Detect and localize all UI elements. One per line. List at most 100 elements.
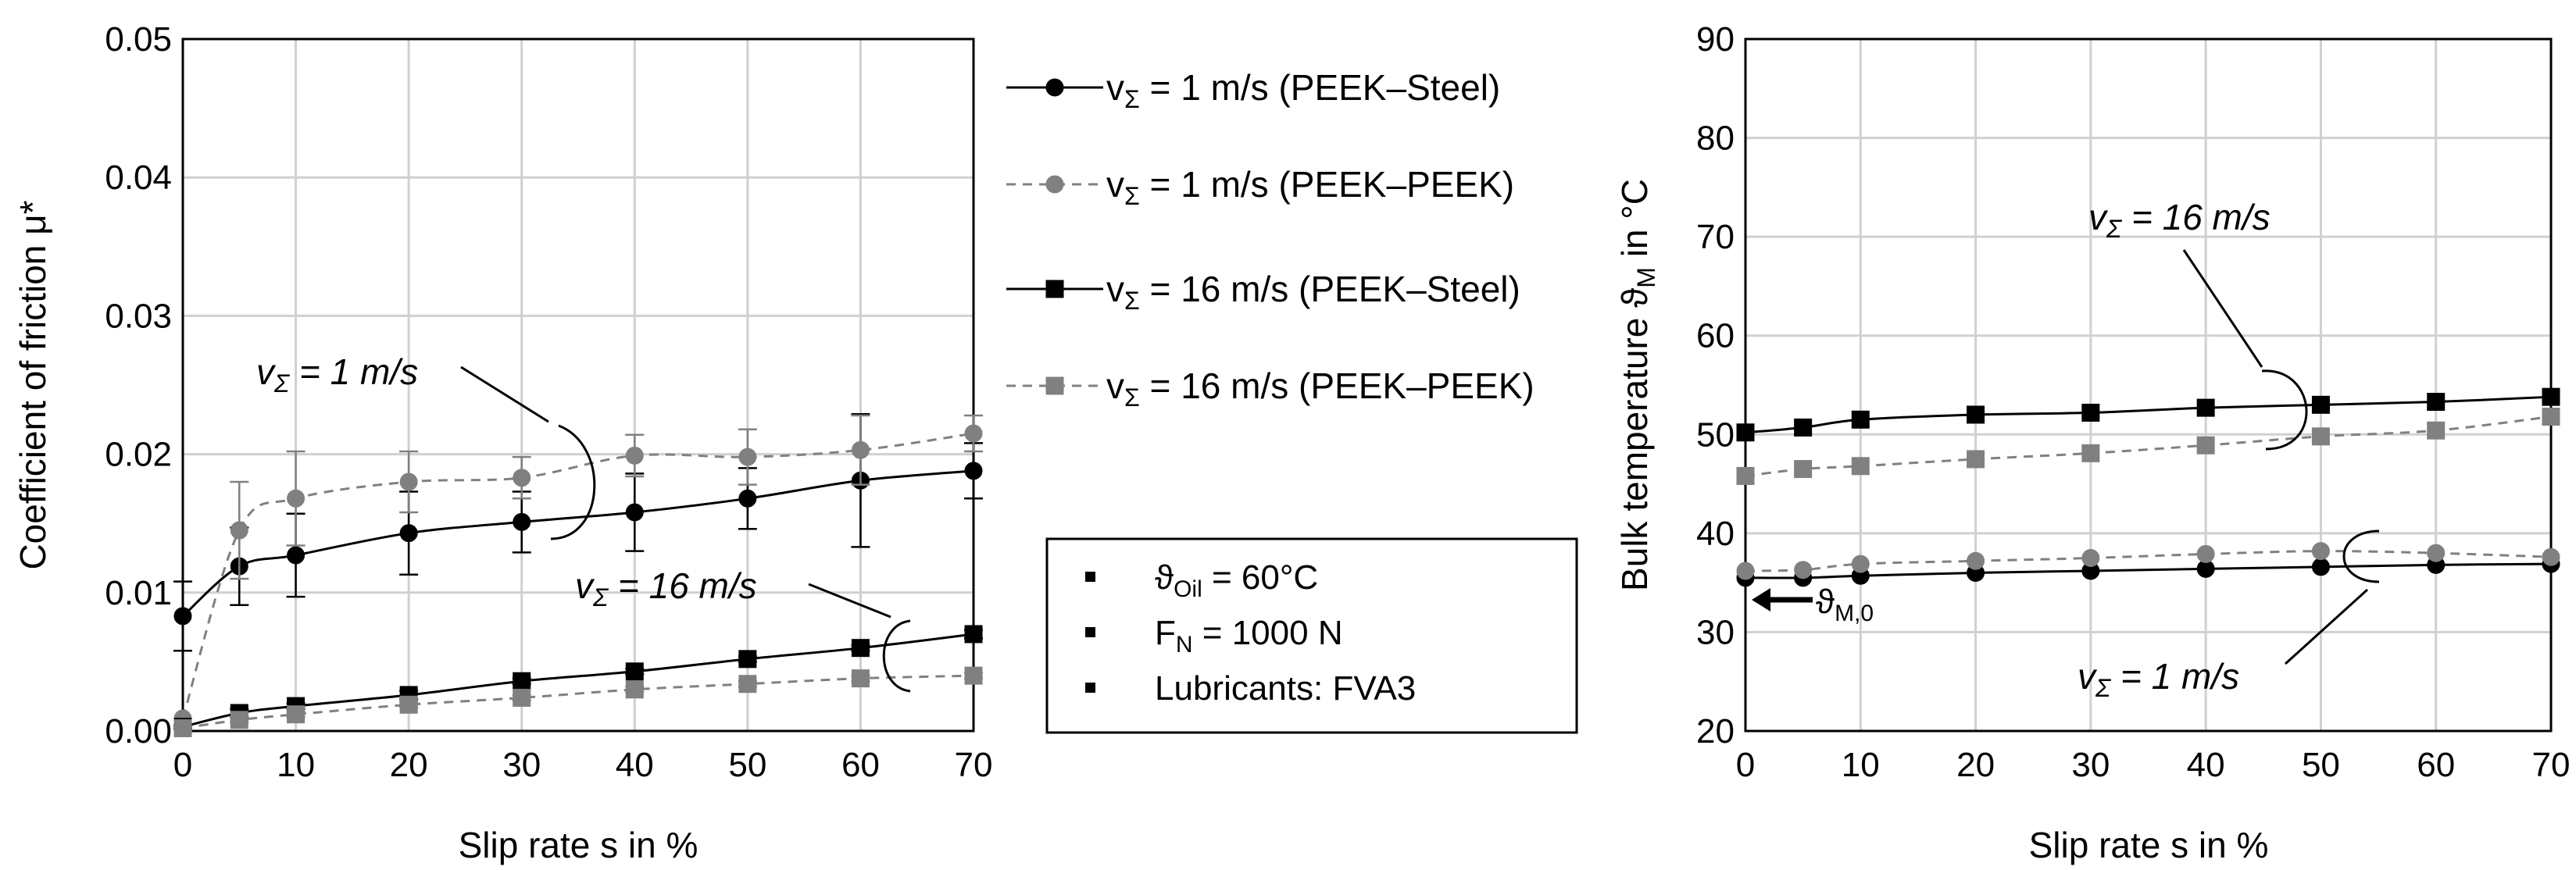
temperature-data-point (2542, 387, 2560, 406)
temperature-data-point (1967, 405, 1985, 424)
left-arrow-icon (1752, 588, 1770, 611)
temperature-plot-frame (1744, 37, 2553, 733)
theta0-label: ϑM,0 (1816, 583, 1874, 626)
friction-y-tick-label: 0.04 (105, 159, 172, 197)
temperature-chart: 0 10 20 30 40 50 60 70 20 30 40 50 60 70 80 90 Slip rat… (1614, 20, 2570, 865)
temperature-series-1 (1736, 542, 2560, 580)
temperature-data-point (1967, 450, 1985, 469)
friction-data-point (513, 688, 531, 707)
temperature-x-tick-label: 70 (2532, 746, 2571, 784)
friction-y-tick-label: 0.03 (105, 297, 172, 335)
temperature-x-tick-label: 10 (1842, 746, 1880, 784)
friction-data-point (738, 675, 757, 694)
friction-annotation-1ms-leader (460, 365, 549, 423)
temperature-annotation-1ms: vΣ = 1 m/s (2078, 656, 2239, 702)
friction-chart: 0 10 20 30 40 50 60 700.000.010.020.030.040.05 … (13, 20, 992, 865)
condition-normal-force: FN = 1000 N (1155, 614, 1343, 658)
friction-data-point (399, 524, 418, 543)
temperature-data-point (2196, 436, 2215, 455)
friction-plot-area (183, 39, 974, 731)
friction-data-point (399, 472, 418, 491)
legend-swatch-marker (1045, 78, 1064, 97)
friction-data-point (513, 469, 531, 487)
legend-label: vΣ = 16 m/s (PEEK–Steel) (1106, 269, 1520, 315)
friction-annotation-16ms-leader (808, 583, 891, 619)
temperature-data-point (2311, 542, 2330, 561)
temperature-y-tick-label: 70 (1696, 218, 1735, 256)
friction-data-point (851, 639, 870, 658)
friction-x-tick-label: 10 (277, 746, 315, 784)
temperature-data-point (2542, 547, 2560, 566)
temperature-data-point (1736, 466, 1755, 485)
temperature-x-tick-label: 60 (2417, 746, 2455, 784)
friction-plot-frame (181, 37, 975, 733)
friction-data-point (964, 625, 983, 644)
temperature-data-point (2196, 544, 2215, 563)
temperature-data-point (1967, 551, 1985, 570)
friction-data-point (513, 512, 531, 531)
temperature-data-point (2427, 544, 2446, 562)
temperature-y-tick-label: 40 (1696, 515, 1735, 553)
friction-x-tick-label: 50 (728, 746, 766, 784)
friction-data-point (738, 447, 757, 466)
friction-data-point (851, 669, 870, 688)
legend-item: vΣ = 16 m/s (PEEK–PEEK) (1006, 365, 1535, 412)
bullet-icon (1085, 627, 1095, 637)
temperature-data-point (2542, 408, 2560, 426)
friction-data-point (851, 440, 870, 459)
friction-annotation-16ms-bracket (882, 619, 911, 693)
temperature-series-2 (1736, 387, 2560, 442)
temperature-annotation-1ms-leader (2284, 588, 2369, 665)
friction-x-tick-label: 0 (173, 746, 192, 784)
temperature-series-line (1745, 395, 2552, 434)
condition-lubricant: Lubricants: FVA3 (1155, 669, 1416, 708)
temperature-x-tick-label: 30 (2071, 746, 2110, 784)
friction-data-point (738, 489, 757, 508)
legend-swatch-marker (1045, 175, 1064, 194)
friction-data-point (287, 546, 305, 565)
bullet-icon (1085, 572, 1095, 582)
temperature-y-tick-label: 30 (1696, 613, 1735, 651)
temperature-data-point (1736, 562, 1755, 580)
friction-series-line (182, 674, 974, 729)
temperature-y-tick-label: 80 (1696, 119, 1735, 158)
temperature-data-point (2196, 398, 2215, 417)
temperature-data-point (1794, 418, 1813, 437)
legend-item: vΣ = 1 m/s (PEEK–Steel) (1006, 67, 1500, 113)
temperature-data-point (1851, 457, 1870, 476)
friction-data-point (964, 462, 983, 480)
temperature-data-point (1794, 460, 1813, 479)
friction-y-tick-label: 0.02 (105, 436, 172, 474)
friction-x-tick-label: 70 (955, 746, 993, 784)
friction-tick-labels: 0 10 20 30 40 50 60 70 0.00 0.01 0.02 0.03 0.04 0.05 (105, 20, 992, 784)
temperature-data-point (2311, 427, 2330, 446)
friction-x-tick-label: 30 (502, 746, 541, 784)
friction-annotation-1ms-bracket (550, 424, 596, 540)
friction-data-point (738, 650, 757, 669)
temperature-x-tick-label: 20 (1956, 746, 1995, 784)
legend-label: vΣ = 1 m/s (PEEK–PEEK) (1106, 164, 1514, 210)
friction-data-point (625, 680, 644, 699)
legend-label: vΣ = 1 m/s (PEEK–Steel) (1106, 67, 1500, 113)
temperature-y-tick-label: 60 (1696, 317, 1735, 355)
legend-item: vΣ = 16 m/s (PEEK–Steel) (1006, 269, 1520, 315)
friction-data-point (287, 705, 305, 724)
friction-series-line (182, 469, 974, 618)
temperature-y-tick-label: 50 (1696, 415, 1735, 454)
friction-x-tick-label: 40 (616, 746, 654, 784)
friction-data-point (964, 666, 983, 685)
friction-y-tick-label: 0.05 (105, 20, 172, 59)
temperature-series-3 (1736, 408, 2560, 485)
legend-label: vΣ = 16 m/s (PEEK–PEEK) (1106, 365, 1535, 412)
friction-data-point (513, 672, 531, 690)
temperature-data-point (2081, 444, 2100, 462)
legend-swatch-marker (1045, 376, 1064, 395)
temperature-series (1736, 387, 2560, 587)
temperature-data-point (2427, 393, 2446, 412)
temperature-annotation-1ms-bracket (2342, 529, 2380, 583)
temperature-annotation-16ms-leader (2182, 249, 2263, 368)
friction-data-point (173, 607, 192, 626)
friction-data-point (625, 446, 644, 465)
temperature-data-point (2081, 549, 2100, 567)
